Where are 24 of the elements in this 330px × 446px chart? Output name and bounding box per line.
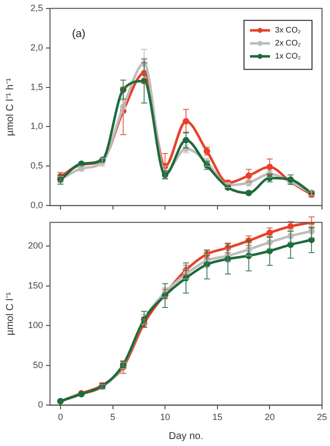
legend-label: 3x CO₂	[275, 26, 301, 35]
y-tick-label: 1,5	[30, 82, 43, 92]
x-tick-label: 0	[58, 412, 63, 422]
x-tick-label: 20	[264, 412, 275, 422]
y-axis-title: µmol C l⁻¹	[4, 292, 16, 336]
x-tick-label: 15	[212, 412, 222, 422]
y-tick-label: 0	[38, 400, 43, 410]
y-tick-label: 0,0	[30, 200, 43, 210]
x-tick-label: 5	[110, 412, 116, 422]
y-tick-label: 2,5	[30, 2, 43, 13]
y-tick-label: 100	[28, 320, 43, 330]
y-tick-label: 0,5	[30, 160, 43, 171]
y-tick-label: 50	[32, 360, 43, 370]
y-tick-label: 150	[28, 280, 43, 290]
y-axis-title: µmol C l⁻¹ h⁻¹	[4, 77, 16, 136]
legend-label: 2x CO₂	[275, 38, 301, 48]
y-tick-label: 2,0	[30, 42, 43, 52]
x-tick-label: 25	[316, 412, 327, 422]
annotation: (a)	[72, 28, 86, 40]
legend-label: 1x CO₂	[275, 52, 301, 61]
x-tick-label: 10	[160, 412, 170, 422]
x-axis-title: Day no.	[168, 430, 204, 442]
y-tick-label: 1,0	[30, 121, 43, 132]
y-tick-label: 200	[28, 240, 43, 251]
